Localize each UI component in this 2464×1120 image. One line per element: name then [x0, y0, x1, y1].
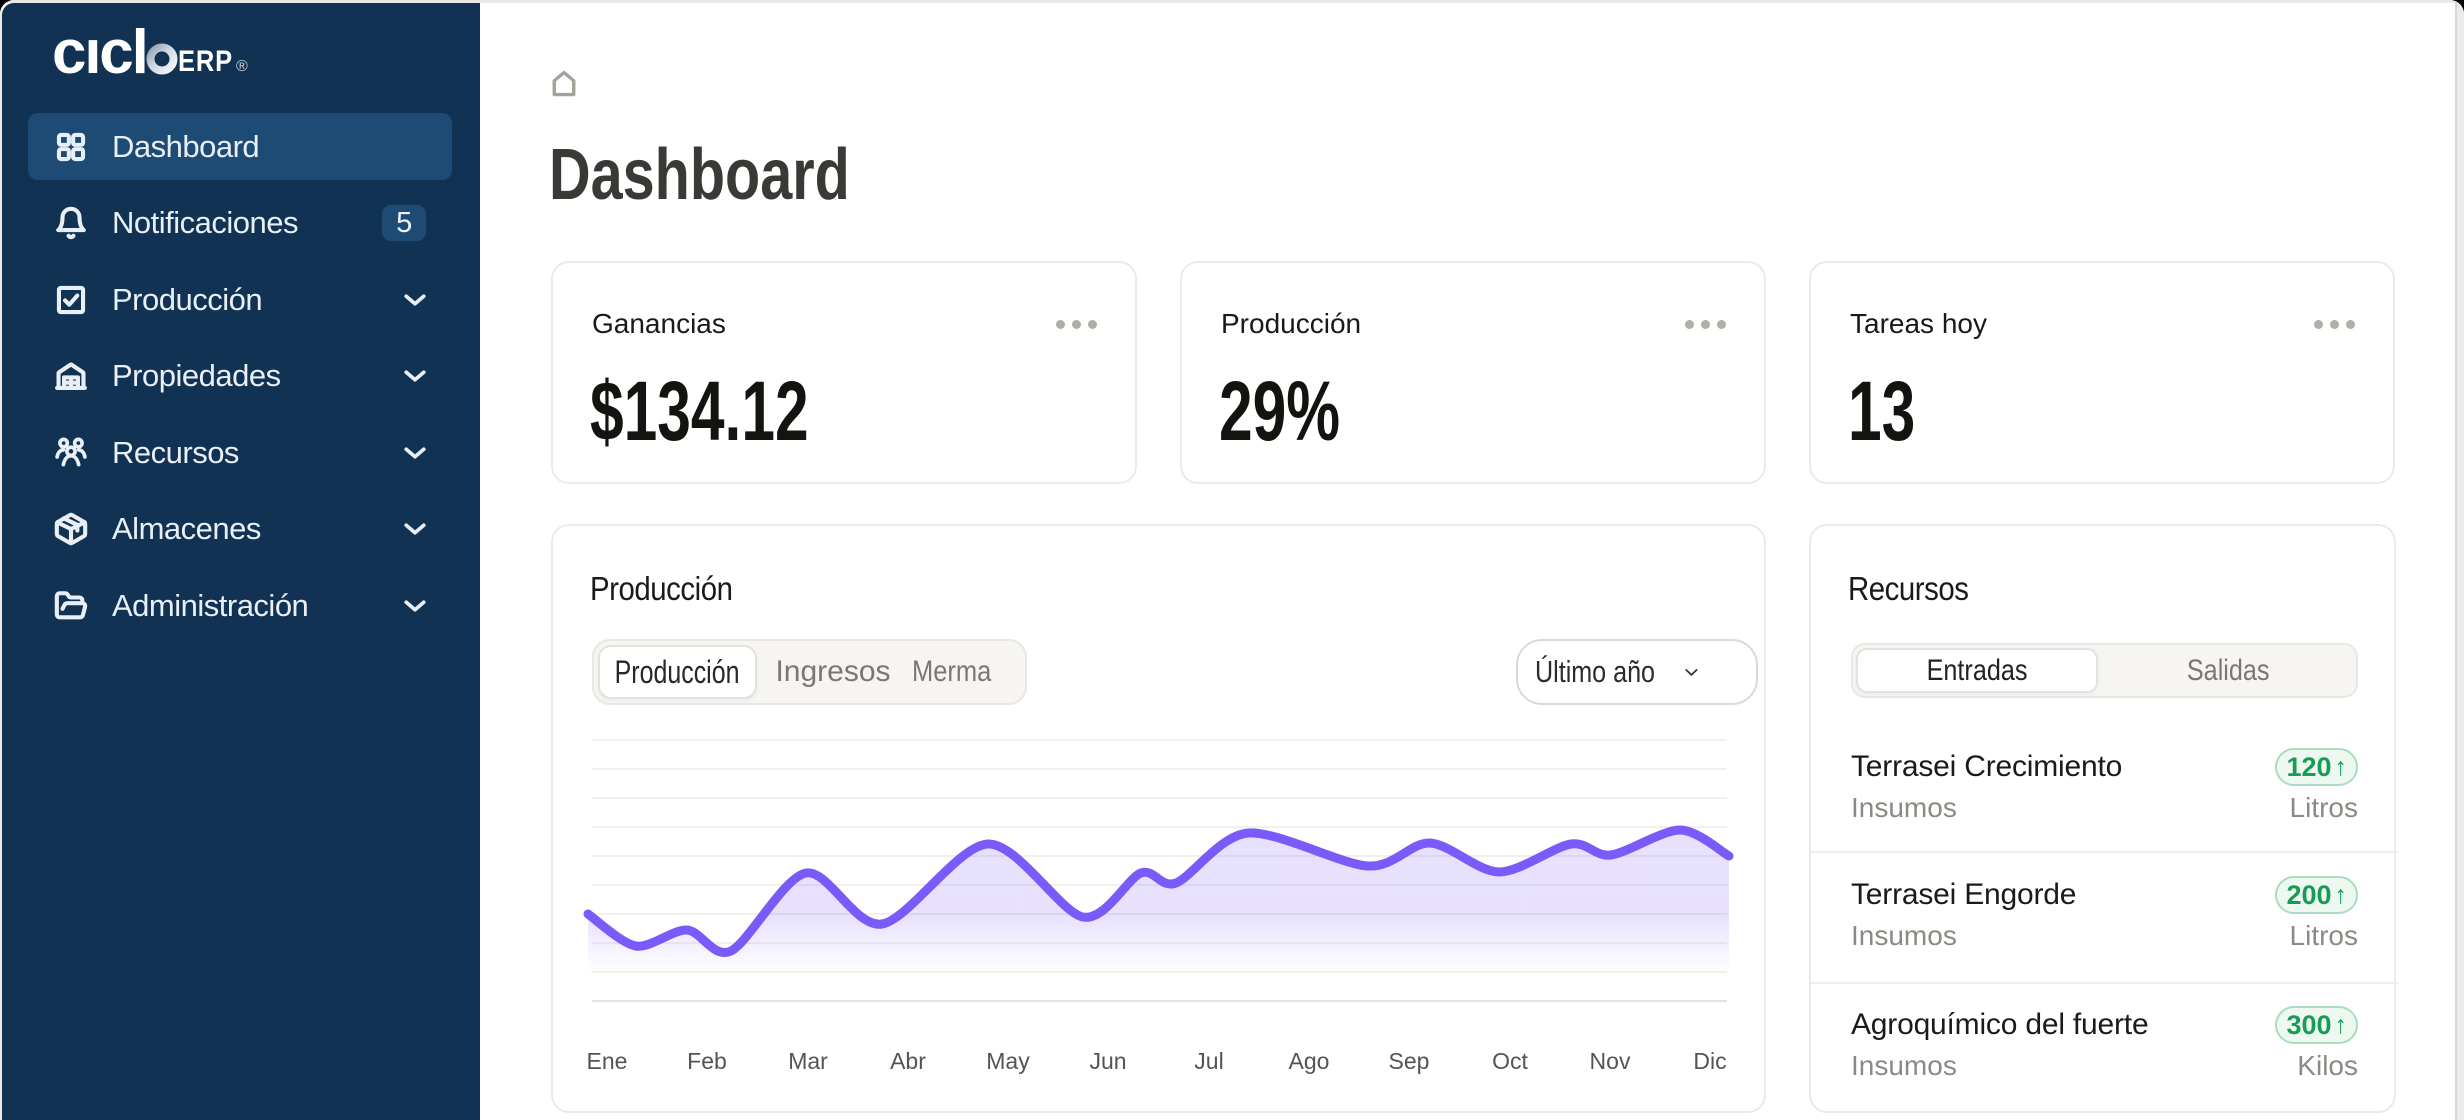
- svg-text:Mar: Mar: [788, 1048, 828, 1074]
- svg-text:Jun: Jun: [1089, 1048, 1126, 1074]
- svg-text:Abr: Abr: [890, 1048, 926, 1074]
- svg-text:Sep: Sep: [1389, 1048, 1430, 1074]
- svg-text:Feb: Feb: [687, 1048, 727, 1074]
- svg-text:Nov: Nov: [1590, 1048, 1631, 1074]
- svg-text:Ago: Ago: [1289, 1048, 1330, 1074]
- svg-text:Jul: Jul: [1194, 1048, 1223, 1074]
- svg-text:Oct: Oct: [1492, 1048, 1528, 1074]
- svg-text:Dic: Dic: [1693, 1048, 1726, 1074]
- svg-text:Ene: Ene: [587, 1048, 628, 1074]
- svg-text:May: May: [986, 1048, 1030, 1074]
